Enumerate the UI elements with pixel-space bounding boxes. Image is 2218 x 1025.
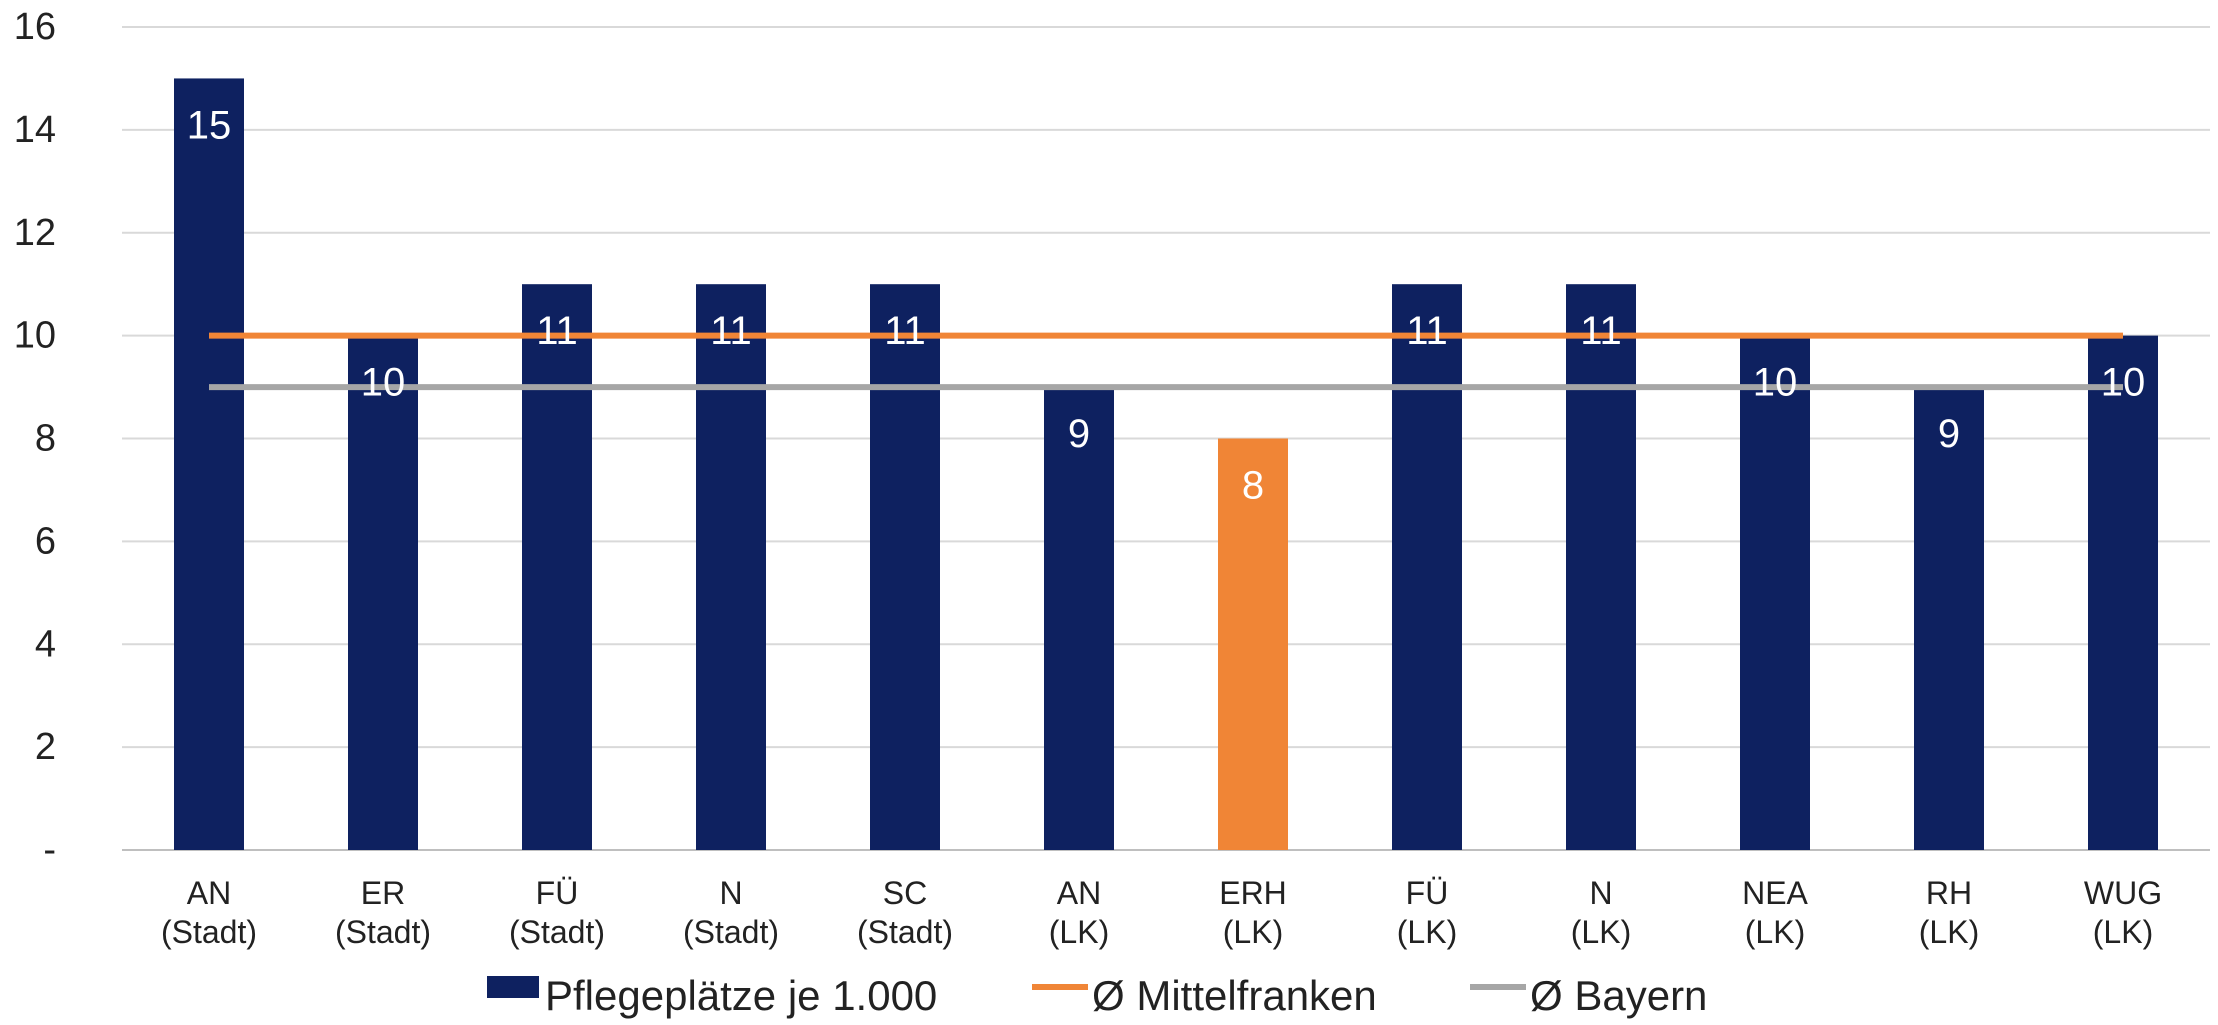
x-tick-label: ERH (1219, 875, 1287, 911)
bar (1218, 438, 1288, 850)
x-tick-label: (Stadt) (161, 914, 257, 950)
legend-label-pflegeplaetze: Pflegeplätze je 1.000 (545, 972, 937, 1019)
x-tick-label: (Stadt) (335, 914, 431, 950)
y-tick-label: 16 (14, 6, 56, 48)
x-tick-label: (LK) (1397, 914, 1457, 950)
y-tick-label: 12 (14, 212, 56, 254)
bar (522, 284, 592, 850)
x-tick-label: (LK) (2093, 914, 2153, 950)
legend: Pflegeplätze je 1.000 Ø Mittelfranken Ø Ba… (487, 972, 1707, 1019)
bar (2088, 335, 2158, 850)
bar-series (174, 78, 2158, 850)
legend-swatch-bar (487, 976, 539, 998)
x-tick-label: AN (1057, 875, 1101, 911)
bar (696, 284, 766, 850)
x-tick-label: SC (883, 875, 927, 911)
bar (1740, 335, 1810, 850)
y-tick-label: 8 (35, 418, 56, 460)
bar-data-label: 9 (1068, 412, 1090, 456)
x-tick-label: NEA (1742, 875, 1808, 911)
grid-layer (122, 26, 2210, 851)
bar-data-label: 8 (1242, 464, 1264, 508)
x-tick-label: WUG (2084, 875, 2162, 911)
x-tick-label: (LK) (1571, 914, 1631, 950)
x-axis: AN(Stadt)ER(Stadt)FÜ(Stadt)N(Stadt)SC(St… (161, 875, 2162, 950)
x-tick-label: (LK) (1049, 914, 1109, 950)
bar (1392, 284, 1462, 850)
bar (1044, 387, 1114, 850)
y-tick-label: 10 (14, 315, 56, 357)
x-tick-label: (Stadt) (683, 914, 779, 950)
y-tick-label: 14 (14, 109, 56, 151)
x-tick-label: (LK) (1919, 914, 1979, 950)
x-tick-label: N (1589, 875, 1612, 911)
bar (174, 78, 244, 850)
bar-data-label: 10 (2101, 361, 2146, 405)
bar-data-label: 10 (1753, 361, 1798, 405)
y-tick-label: - (43, 829, 56, 871)
bar-data-label: 11 (884, 309, 926, 353)
x-tick-label: (Stadt) (857, 914, 953, 950)
bar (1914, 387, 1984, 850)
x-tick-label: AN (187, 875, 231, 911)
x-tick-label: (LK) (1223, 914, 1283, 950)
bar-data-label: 11 (1406, 309, 1448, 353)
bar-data-label: 10 (361, 361, 406, 405)
legend-label-mittelfranken: Ø Mittelfranken (1092, 972, 1377, 1019)
y-tick-label: 6 (35, 520, 56, 562)
y-axis: - 2 4 6 8 10 12 14 16 (14, 6, 56, 871)
legend-label-bayern: Ø Bayern (1530, 972, 1707, 1019)
y-tick-label: 4 (35, 623, 56, 665)
x-tick-label: ER (361, 875, 405, 911)
x-tick-label: N (719, 875, 742, 911)
x-tick-label: RH (1926, 875, 1972, 911)
average-lines (209, 332, 2123, 391)
bar-data-label: 11 (536, 309, 578, 353)
x-tick-label: (Stadt) (509, 914, 605, 950)
y-tick-label: 2 (35, 726, 56, 768)
bar-data-label: 11 (1580, 309, 1622, 353)
bar-data-label: 9 (1938, 412, 1960, 456)
bar-data-label: 11 (710, 309, 752, 353)
bar (870, 284, 940, 850)
x-tick-label: FÜ (1406, 875, 1449, 911)
x-tick-label: (LK) (1745, 914, 1805, 950)
bar-data-label: 15 (187, 103, 232, 147)
bar (1566, 284, 1636, 850)
bar (348, 335, 418, 850)
data-labels: 15 10 11 11 11 9 8 11 11 10 9 10 (187, 103, 2146, 507)
x-tick-label: FÜ (536, 875, 579, 911)
